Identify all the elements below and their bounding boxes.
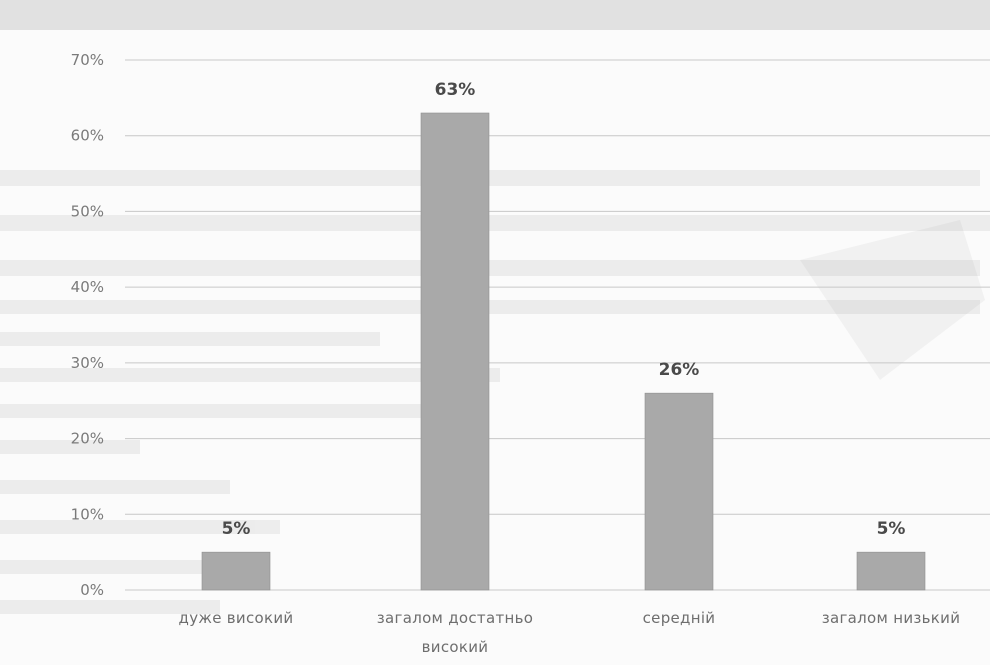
bar [201,551,271,591]
data-labels: 5% 63% 26% 5% [222,80,906,539]
y-tick-label: 40% [71,278,104,296]
data-label: 5% [222,519,251,539]
gridlines [125,59,990,591]
x-axis-categories: дуже високий загалом достатньо високий сере… [179,609,961,656]
category-line: дуже високий [179,609,294,627]
y-tick-label: 50% [71,202,104,220]
bar [856,551,926,591]
y-tick-label: 60% [71,127,104,145]
x-category-label: середній [643,609,716,627]
x-category-label: загалом достатньо високий [377,609,533,656]
data-label: 5% [877,519,906,539]
y-axis-ticks: 0% 10% 20% 30% 40% 50% 60% 70% [71,51,104,599]
bar [644,392,714,591]
y-tick-label: 10% [71,505,104,523]
data-label: 26% [659,360,700,380]
bar [420,112,490,591]
category-line: середній [643,609,716,627]
y-tick-label: 70% [71,51,104,69]
x-category-label: загалом низький [822,609,961,627]
y-tick-label: 20% [71,430,104,448]
data-label: 63% [435,80,476,100]
category-line: високий [422,638,489,656]
y-tick-label: 30% [71,354,104,372]
category-line: загалом достатньо [377,609,533,627]
category-line: загалом низький [822,609,961,627]
y-tick-label: 0% [80,581,104,599]
x-category-label: дуже високий [179,609,294,627]
bars [201,112,926,591]
